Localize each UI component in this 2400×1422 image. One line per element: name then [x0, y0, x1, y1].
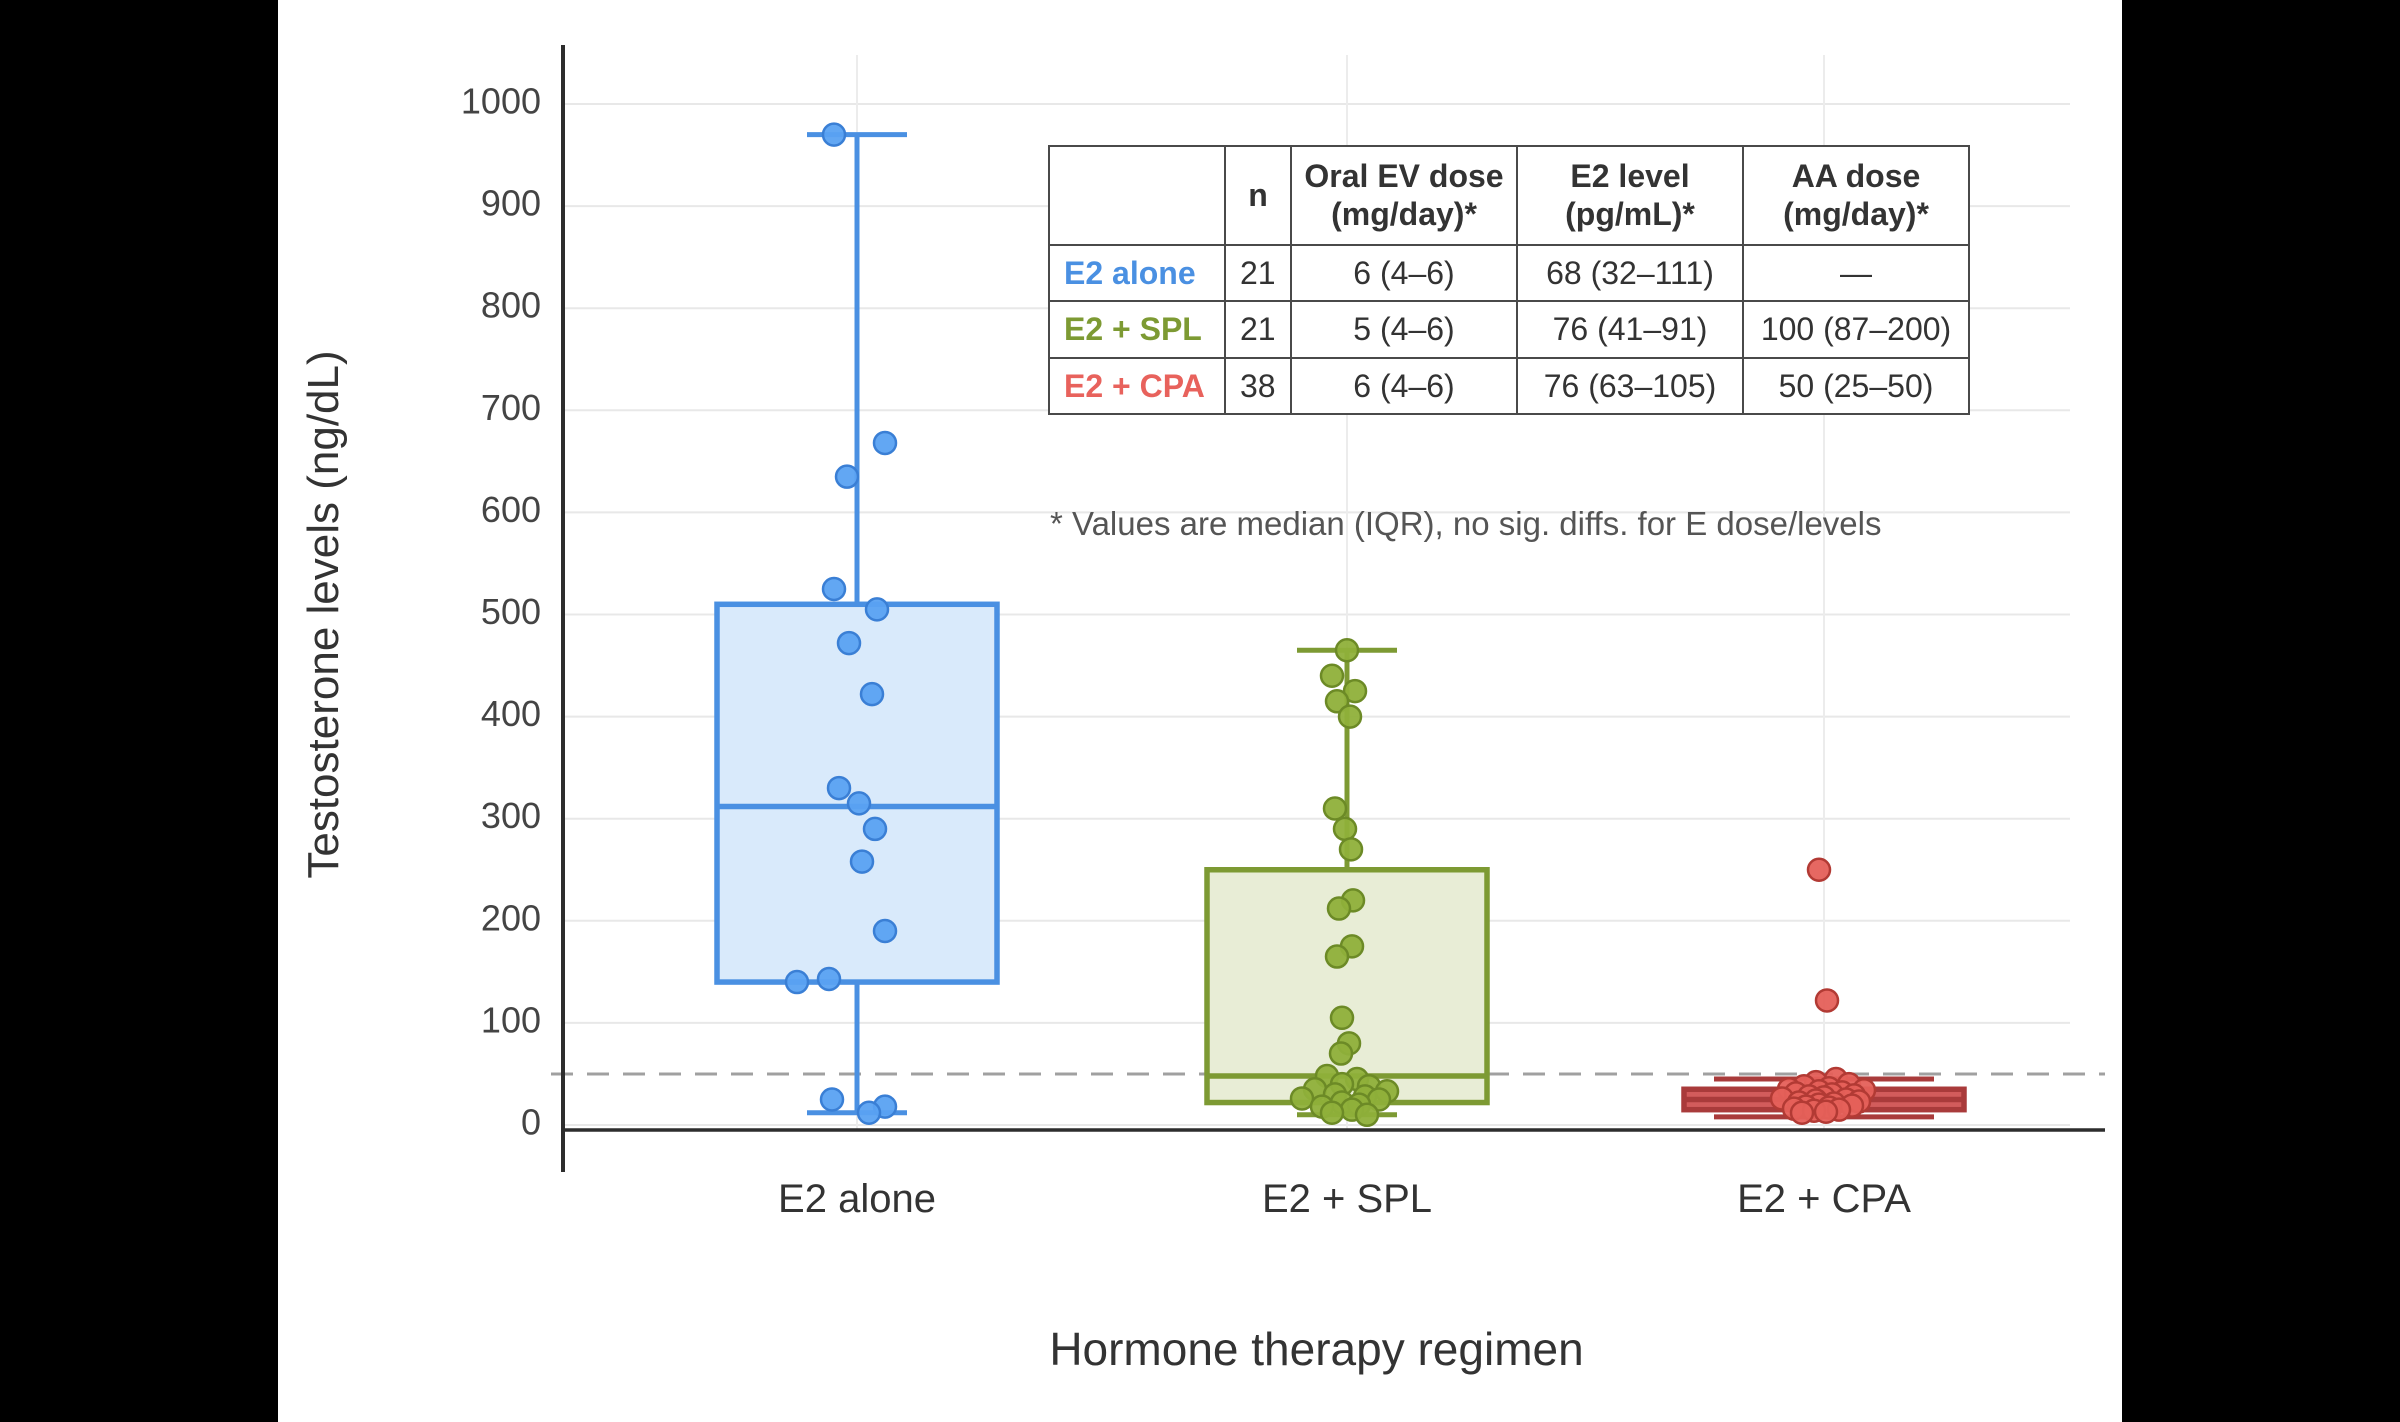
data-point-e2-alone — [846, 791, 872, 816]
y-tick-label: 700 — [481, 387, 541, 428]
y-tick-label: 400 — [481, 693, 541, 734]
y-tick-label: 600 — [481, 489, 541, 530]
data-point-e2-spl — [1338, 837, 1364, 862]
table-cell: E2 alone — [1048, 243, 1226, 303]
y-tick-label: 900 — [481, 183, 541, 224]
table-cell: 68 (32–111) — [1516, 243, 1744, 303]
table-body: E2 alone 21 6 (4–6) 68 (32–111) — E2 + SPL 21 5… — [1048, 243, 1970, 415]
data-point-e2-spl — [1324, 689, 1350, 714]
table-cell: 100 (87–200) — [1742, 300, 1970, 359]
data-point-e2-alone — [834, 464, 860, 489]
table-cell: 38 — [1224, 356, 1292, 415]
data-point-e2-alone — [864, 597, 890, 622]
table-cell: 21 — [1224, 300, 1292, 359]
table-row: E2 + CPA 38 6 (4–6) 76 (63–105) 50 (25–50) — [1048, 356, 1970, 415]
y-tick-label: 0 — [521, 1102, 541, 1143]
table-cell: 76 (41–91) — [1516, 300, 1744, 359]
data-point-e2-spl — [1334, 637, 1360, 663]
y-axis-title: Testosterone levels (ng/dL) — [299, 350, 348, 878]
data-point-e2-alone — [849, 849, 875, 874]
data-point-e2-spl — [1328, 1041, 1354, 1066]
data-point-e2-spl — [1332, 816, 1358, 842]
table-cell: — — [1742, 243, 1970, 303]
table-footnote: * Values are median (IQR), no sig. diffs… — [1050, 505, 1882, 542]
table-cell: 21 — [1224, 243, 1292, 303]
table-cell: 76 (63–105) — [1516, 356, 1744, 415]
table-header-cell: AA dose (mg/day)* — [1742, 145, 1970, 246]
summary-table: n Oral EV dose (mg/day)* E2 level (pg/mL)*… — [1048, 145, 1970, 415]
data-point-e2-spl — [1289, 1086, 1315, 1111]
data-point-e2-cpa — [1814, 988, 1840, 1013]
data-point-e2-alone — [872, 918, 898, 944]
table-cell: E2 + SPL — [1048, 300, 1226, 359]
data-point-e2-alone — [872, 430, 898, 456]
x-category-label: E2 + CPA — [1737, 1177, 1911, 1221]
data-point-e2-spl — [1337, 704, 1363, 729]
data-point-e2-alone — [821, 122, 847, 147]
data-point-e2-alone — [826, 775, 852, 801]
table-header-cell: Oral EV dose (mg/day)* — [1290, 145, 1518, 246]
y-tick-label: 500 — [481, 591, 541, 632]
table-cell: 6 (4–6) — [1290, 356, 1518, 415]
x-axis-title: Hormone therapy regimen — [1049, 1323, 1583, 1375]
data-point-e2-alone — [862, 816, 888, 842]
y-tick-label: 1000 — [461, 81, 541, 122]
table-header-cell: n — [1224, 145, 1292, 246]
table-header-cell — [1048, 145, 1226, 246]
data-point-e2-spl — [1319, 663, 1345, 689]
table-cell: 6 (4–6) — [1290, 243, 1518, 303]
y-tick-label: 200 — [481, 897, 541, 938]
table-cell: E2 + CPA — [1048, 356, 1226, 415]
x-category-label: E2 alone — [778, 1177, 936, 1221]
data-point-e2-cpa — [1806, 857, 1832, 882]
data-point-e2-spl — [1329, 1005, 1355, 1031]
data-point-e2-alone — [856, 1100, 882, 1125]
data-point-e2-alone — [784, 969, 810, 995]
y-tick-label: 100 — [481, 999, 541, 1040]
data-point-e2-spl — [1322, 796, 1348, 821]
x-category-label: E2 + SPL — [1262, 1177, 1432, 1221]
data-point-e2-alone — [816, 966, 842, 992]
boxplot-chart: 0 100 200 300 400 500 600 700 800 900 1000 E2 alone… — [299, 45, 2105, 1375]
table-header-cell: E2 level (pg/mL)* — [1516, 145, 1744, 246]
table-cell: 50 (25–50) — [1742, 356, 1970, 415]
data-point-e2-alone — [836, 630, 862, 656]
data-point-e2-cpa — [1789, 1100, 1815, 1125]
figure-area: 0 100 200 300 400 500 600 700 800 900 1000 E2 alone… — [278, 0, 2122, 1422]
data-point-e2-spl — [1324, 944, 1350, 969]
table-cell: 5 (4–6) — [1290, 300, 1518, 359]
data-point-e2-spl — [1319, 1100, 1345, 1125]
y-tick-label: 800 — [481, 285, 541, 326]
data-point-e2-alone — [859, 681, 885, 707]
y-tick-label: 300 — [481, 795, 541, 836]
data-point-e2-spl — [1354, 1102, 1380, 1128]
data-point-e2-spl — [1342, 678, 1368, 704]
table-row: E2 alone 21 6 (4–6) 68 (32–111) — — [1048, 243, 1970, 303]
data-point-e2-cpa — [1813, 1099, 1839, 1124]
table-header-row: n Oral EV dose (mg/day)* E2 level (pg/mL)*… — [1048, 145, 1970, 246]
data-point-e2-alone — [819, 1087, 845, 1112]
table-row: E2 + SPL 21 5 (4–6) 76 (41–91) 100 (87–200) — [1048, 300, 1970, 359]
data-point-e2-spl — [1326, 896, 1352, 921]
data-point-e2-alone — [821, 576, 847, 602]
